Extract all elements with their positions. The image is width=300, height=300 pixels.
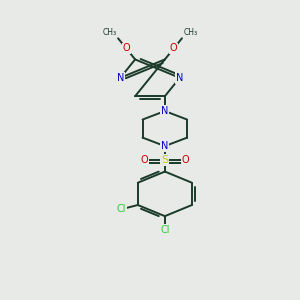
Text: Cl: Cl — [160, 225, 170, 235]
Text: O: O — [170, 44, 178, 53]
Text: N: N — [161, 141, 169, 151]
Text: O: O — [140, 155, 148, 165]
Text: CH₃: CH₃ — [183, 28, 198, 37]
Text: O: O — [182, 155, 190, 165]
Text: N: N — [161, 106, 169, 116]
Text: N: N — [176, 73, 183, 83]
Text: S: S — [161, 155, 168, 165]
Text: N: N — [117, 73, 124, 83]
Text: O: O — [122, 44, 130, 53]
Text: Cl: Cl — [117, 204, 126, 214]
Text: CH₃: CH₃ — [102, 28, 117, 37]
